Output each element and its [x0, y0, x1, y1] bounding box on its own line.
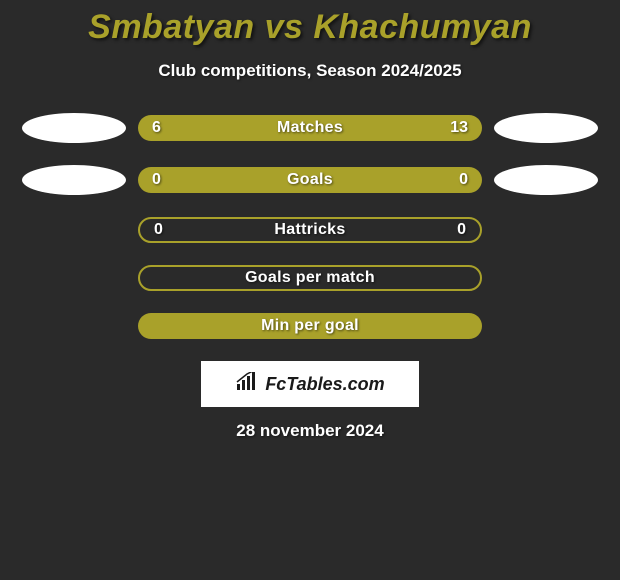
stat-row: 0 Hattricks 0	[0, 217, 620, 243]
avatar	[494, 165, 598, 195]
stat-value-left: 6	[152, 119, 161, 137]
page-title: Smbatyan vs Khachumyan	[0, 8, 620, 47]
stat-value-left: 0	[154, 221, 163, 239]
stat-bar: 0 Goals 0	[138, 167, 482, 193]
stat-row: 6 Matches 13	[0, 113, 620, 143]
stat-value-right: 0	[457, 221, 466, 239]
chart-icon	[235, 372, 259, 397]
stat-row: Min per goal	[0, 313, 620, 339]
avatar	[22, 165, 126, 195]
stat-label: Matches	[277, 119, 343, 137]
stat-value-right: 0	[459, 171, 468, 189]
avatar	[494, 113, 598, 143]
stat-label: Goals	[287, 171, 333, 189]
stat-value-left: 0	[152, 171, 161, 189]
logo-box: FcTables.com	[201, 361, 419, 407]
logo-text: FcTables.com	[265, 374, 384, 395]
stat-bar: 6 Matches 13	[138, 115, 482, 141]
subtitle: Club competitions, Season 2024/2025	[0, 61, 620, 81]
stat-label: Goals per match	[245, 269, 375, 287]
stat-row: 0 Goals 0	[0, 165, 620, 195]
stat-label: Hattricks	[274, 221, 345, 239]
stat-row: Goals per match	[0, 265, 620, 291]
stat-bar: Min per goal	[138, 313, 482, 339]
avatar	[22, 113, 126, 143]
stat-bar: 0 Hattricks 0	[138, 217, 482, 243]
date-text: 28 november 2024	[0, 421, 620, 441]
stat-value-right: 13	[450, 119, 468, 137]
stat-label: Min per goal	[261, 317, 359, 335]
stat-bar: Goals per match	[138, 265, 482, 291]
